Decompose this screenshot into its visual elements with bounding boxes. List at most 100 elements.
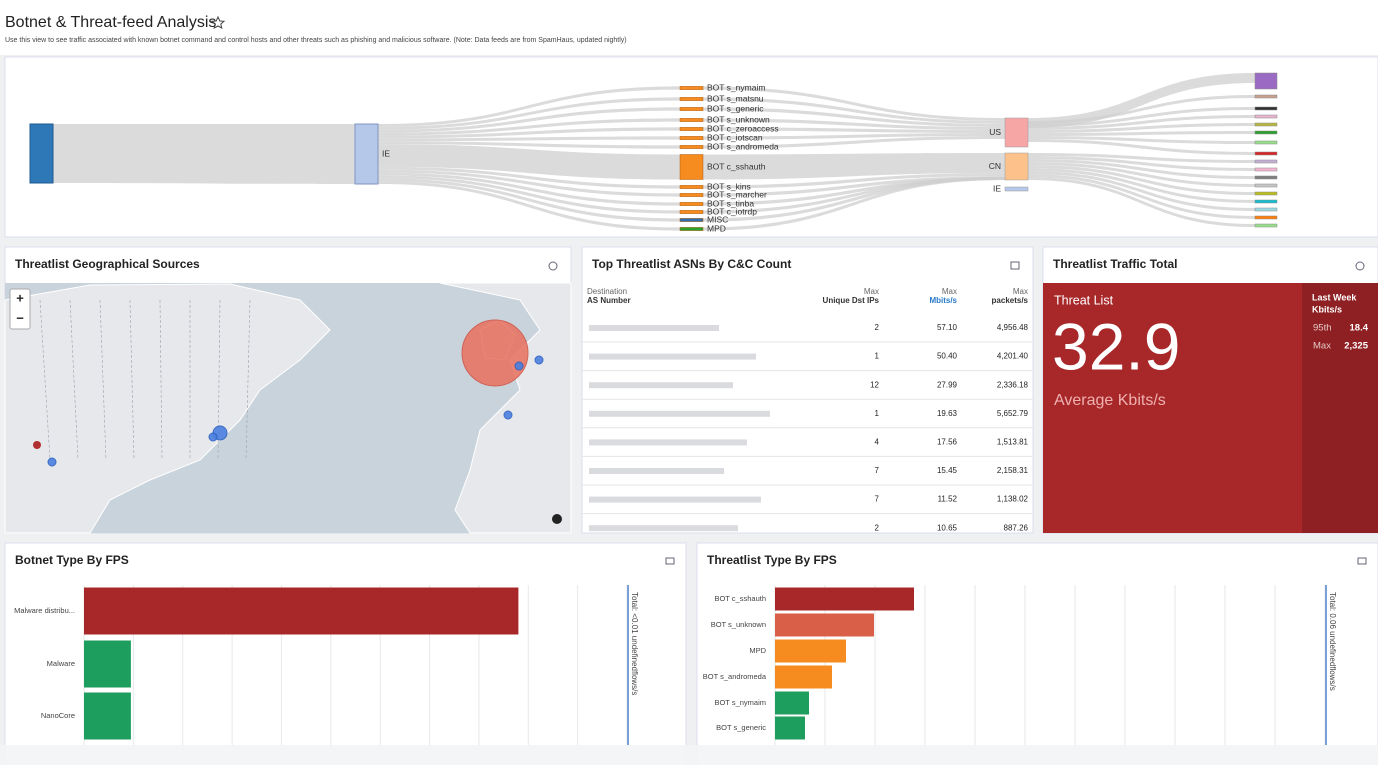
sankey-label: BOT s_marcher — [707, 189, 767, 199]
sankey-flow — [703, 97, 1005, 124]
table-cell: 2 — [875, 523, 880, 532]
bar — [775, 587, 914, 611]
sankey-node — [1254, 183, 1278, 188]
total-label: Total: <0.01 undefinedflows/s — [630, 592, 639, 695]
sankey-label: BOT s_matsnu — [707, 93, 764, 103]
sankey-label: BOT c_iotscan — [707, 132, 763, 142]
bottom-fade — [0, 745, 1378, 765]
sankey-flow — [1028, 115, 1255, 130]
sankey-flow — [378, 127, 680, 139]
sankey-flow — [1028, 168, 1255, 203]
sankey-node — [1254, 114, 1278, 119]
table-cell: 2,336.18 — [997, 380, 1029, 389]
sankey-label: BOT s_unknown — [707, 114, 770, 124]
column-header: Max — [942, 287, 957, 296]
sankey-flow — [703, 173, 1005, 189]
favorite-star[interactable] — [210, 15, 226, 29]
bar — [775, 665, 832, 689]
panel-menu[interactable] — [1357, 557, 1367, 565]
column-header: Max — [1013, 287, 1028, 296]
sankey-node — [679, 193, 704, 197]
sankey-node — [679, 97, 704, 101]
zoom-out[interactable]: − — [16, 310, 24, 325]
map-point — [503, 410, 513, 420]
border — [245, 299, 251, 461]
border — [217, 299, 221, 461]
sankey-label: CN — [989, 161, 1001, 171]
sankey-node — [1004, 186, 1029, 192]
panel-menu[interactable] — [665, 557, 675, 565]
y-tick-label: NanoCore — [41, 711, 75, 720]
blurred-cell — [589, 439, 747, 446]
panel-menu[interactable] — [1355, 261, 1365, 271]
sankey-node — [1254, 191, 1278, 196]
blurred-cell — [589, 325, 719, 331]
traffic-value: 32.9 — [1052, 309, 1180, 383]
sankey-flow — [378, 97, 680, 130]
panel-menu[interactable] — [1010, 261, 1020, 270]
y-tick-label: BOT c_sshauth — [714, 594, 766, 603]
sankey-node — [679, 136, 704, 140]
sankey-label: BOT s_generic — [707, 103, 764, 113]
column-header: Mbits/s — [929, 296, 957, 305]
sankey-flow — [1028, 73, 1255, 128]
border — [129, 299, 135, 461]
sankey-flow — [703, 177, 1005, 214]
stat-value: 18.4 — [1350, 323, 1369, 334]
info-icon — [552, 514, 562, 524]
table-cell: 50.40 — [937, 352, 958, 361]
sankey-flow — [1028, 165, 1255, 195]
border — [69, 299, 79, 461]
panel-title: Threatlist Geographical Sources — [15, 257, 200, 271]
sankey-flow — [378, 86, 680, 127]
border — [159, 299, 163, 461]
sankey-flow — [703, 177, 1005, 222]
sankey-flow — [1028, 171, 1255, 211]
panel-menu[interactable] — [548, 261, 558, 271]
sankey-flow — [1028, 136, 1255, 144]
page-title: Botnet & Threat-feed Analysis — [5, 14, 216, 31]
sankey-flow — [378, 181, 680, 231]
sankey-flow — [703, 136, 1005, 149]
map-point — [47, 457, 57, 467]
table-cell: 12 — [870, 380, 879, 389]
charts: Botnet Type By FPS Total: <0.01 undefined… — [14, 553, 1367, 745]
table-cell: 1,513.81 — [997, 438, 1029, 447]
table-cell: 1 — [875, 409, 880, 418]
sankey-flow — [1028, 177, 1255, 227]
bar — [84, 692, 131, 740]
sankey-flow — [703, 177, 1005, 206]
sankey-flow — [378, 144, 680, 180]
blurred-cell — [589, 382, 733, 389]
zoom-in[interactable]: + — [16, 290, 24, 305]
blurred-cell — [589, 468, 724, 474]
table-cell: 7 — [875, 495, 880, 504]
sankey-flow — [1028, 156, 1255, 171]
table-cell: 1,138.02 — [997, 495, 1029, 504]
traffic-stats: 95th 18.4 Max 2,325 — [1313, 323, 1369, 352]
table-cell: 2,158.31 — [997, 466, 1029, 475]
table-cell: 17.56 — [937, 438, 958, 447]
sankey-node — [679, 218, 704, 222]
column-header: AS Number — [587, 296, 631, 305]
sankey-flow — [1028, 131, 1255, 136]
sankey-label: MPD — [707, 223, 726, 233]
sankey-label: BOT c_zeroaccess — [707, 123, 779, 133]
table-cell: 11.52 — [938, 495, 958, 504]
map-point — [208, 432, 218, 442]
sankey-flow — [1028, 159, 1255, 179]
sankey-label: BOT s_kins — [707, 181, 751, 191]
column-header: Destination — [587, 287, 627, 296]
panel-title: Top Threatlist ASNs By C&C Count — [592, 257, 791, 271]
header-bg — [0, 0, 1378, 55]
sankey-label: BOT c_iotrdp — [707, 206, 757, 216]
sankey-node — [1004, 152, 1029, 181]
sankey-node — [1254, 106, 1278, 111]
sankey-flow — [378, 118, 680, 136]
sankey-node — [679, 154, 704, 180]
sankey-flow — [1028, 153, 1255, 163]
table-cell: 57.10 — [937, 323, 958, 332]
sankey-node — [679, 118, 704, 122]
sankey-node — [679, 202, 704, 206]
